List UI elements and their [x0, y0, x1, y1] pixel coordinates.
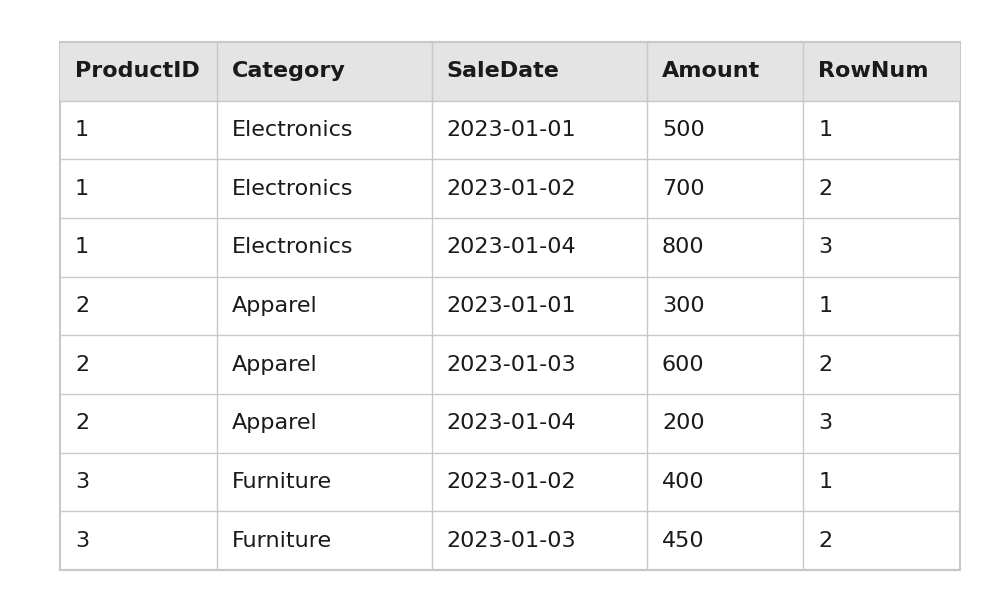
Text: Apparel: Apparel: [232, 413, 317, 433]
Text: 1: 1: [818, 472, 833, 492]
Bar: [60, 42, 960, 101]
Text: 1: 1: [75, 179, 89, 199]
Text: 2: 2: [75, 296, 89, 316]
Bar: [60, 42, 960, 570]
Text: RowNum: RowNum: [818, 61, 929, 82]
Text: 2023-01-03: 2023-01-03: [447, 355, 576, 374]
Text: 3: 3: [75, 472, 89, 492]
Text: 500: 500: [662, 120, 705, 140]
Text: 2023-01-04: 2023-01-04: [447, 413, 576, 433]
Text: 3: 3: [818, 238, 833, 257]
Text: 2: 2: [818, 530, 833, 551]
Text: Electronics: Electronics: [232, 120, 353, 140]
Text: Apparel: Apparel: [232, 296, 317, 316]
Text: 300: 300: [662, 296, 705, 316]
Text: 2: 2: [75, 413, 89, 433]
Text: 200: 200: [662, 413, 705, 433]
Text: 2023-01-01: 2023-01-01: [447, 120, 576, 140]
Text: 800: 800: [662, 238, 705, 257]
Text: 2023-01-04: 2023-01-04: [447, 238, 576, 257]
Text: 2023-01-01: 2023-01-01: [447, 296, 576, 316]
Text: Category: Category: [232, 61, 345, 82]
Text: 2: 2: [818, 179, 833, 199]
Text: Furniture: Furniture: [232, 472, 332, 492]
Text: 1: 1: [818, 296, 833, 316]
Text: SaleDate: SaleDate: [447, 61, 560, 82]
Text: 700: 700: [662, 179, 705, 199]
Text: ProductID: ProductID: [75, 61, 200, 82]
Text: 450: 450: [662, 530, 705, 551]
Text: 3: 3: [75, 530, 89, 551]
Text: 600: 600: [662, 355, 705, 374]
Text: 1: 1: [818, 120, 833, 140]
Text: 1: 1: [75, 238, 89, 257]
Text: Furniture: Furniture: [232, 530, 332, 551]
Text: 2: 2: [75, 355, 89, 374]
Text: Apparel: Apparel: [232, 355, 317, 374]
Text: 2023-01-02: 2023-01-02: [447, 179, 576, 199]
Text: Electronics: Electronics: [232, 179, 353, 199]
Text: Amount: Amount: [662, 61, 760, 82]
Text: 3: 3: [818, 413, 833, 433]
Text: 2023-01-02: 2023-01-02: [447, 472, 576, 492]
Text: Electronics: Electronics: [232, 238, 353, 257]
Text: 2: 2: [818, 355, 833, 374]
Text: 1: 1: [75, 120, 89, 140]
Text: 400: 400: [662, 472, 705, 492]
Text: 2023-01-03: 2023-01-03: [447, 530, 576, 551]
